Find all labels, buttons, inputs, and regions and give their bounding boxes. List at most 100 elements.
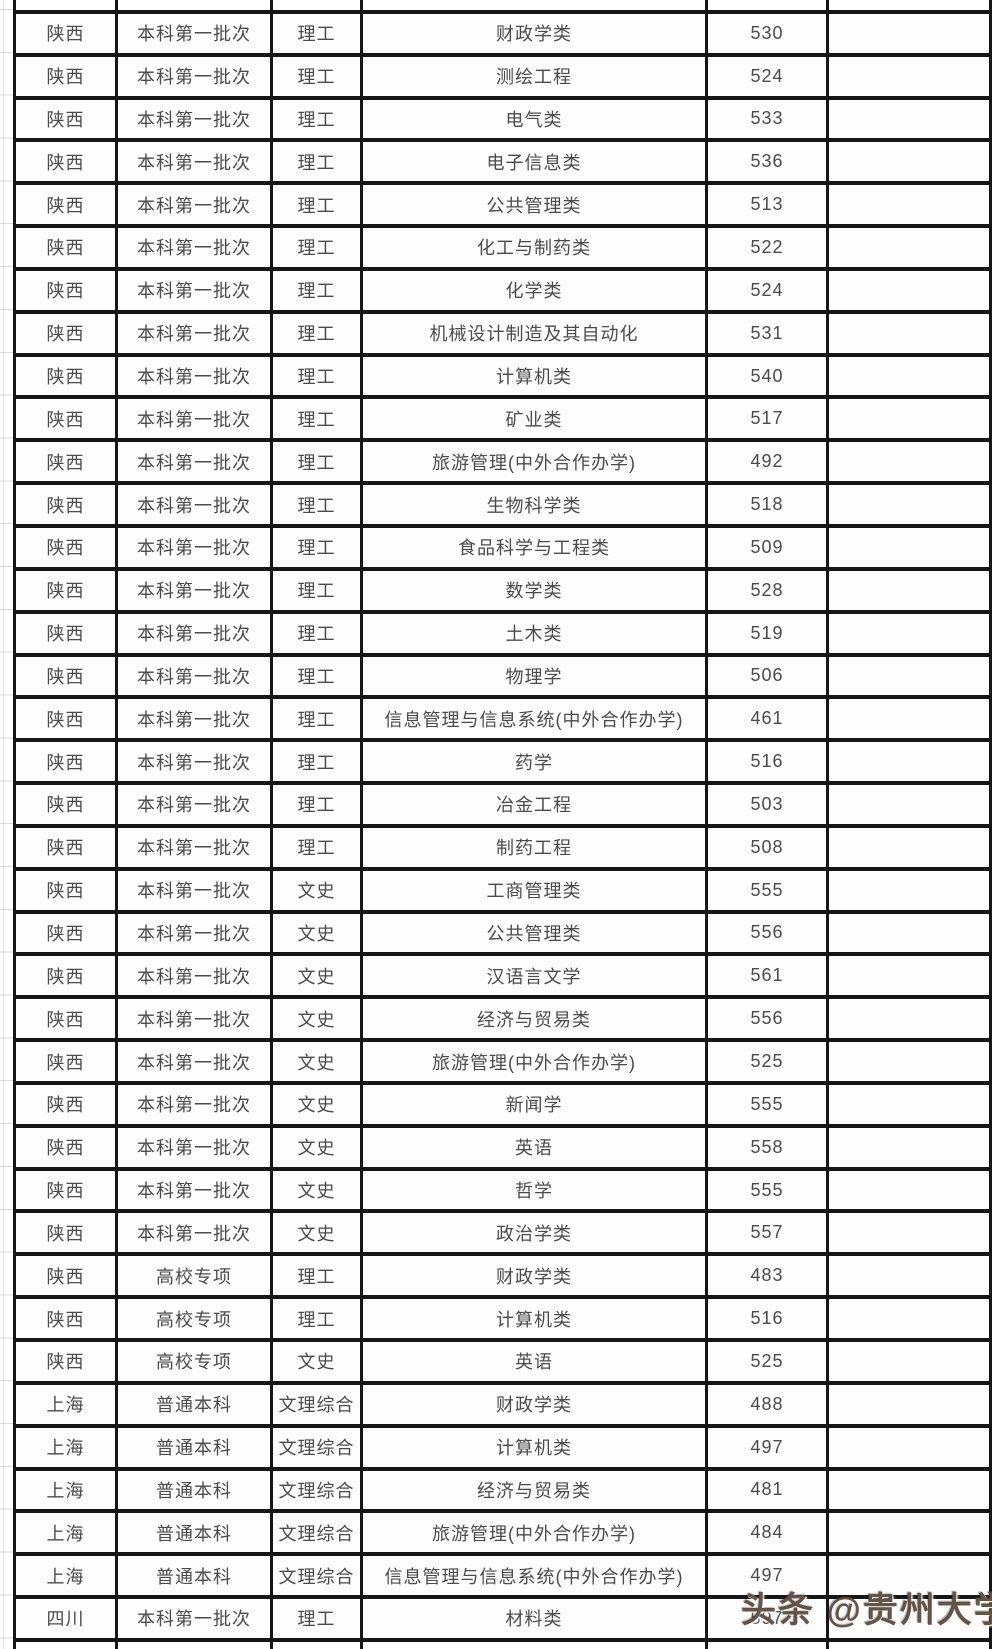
table-row: 上海 普通本科 文理综合 旅游管理(中外合作办学) 484: [13, 1509, 992, 1557]
cell-batch: 普通本科: [115, 1380, 273, 1428]
cell-note: [826, 181, 992, 229]
cell-note: [826, 309, 992, 357]
table-row: 陕西 本科第一批次 文史 英语 558: [13, 1123, 992, 1171]
cell-major: 经济与贸易类: [360, 995, 708, 1043]
cell-major: 旅游管理(中外合作办学): [360, 1509, 708, 1557]
cell-score: 540: [705, 352, 829, 400]
table-row: 陕西 高校专项 理工 财政学类 483: [13, 1252, 992, 1300]
admission-scores-table-wrap: 陕西 本科第一批次 理工 财政学类 530 陕西 本科第一批次 理工 测绘工程 …: [13, 0, 992, 1649]
cell-note: [826, 481, 992, 528]
partial-cell: [13, 1637, 118, 1649]
cell-major: 英语: [360, 1338, 708, 1385]
cell-major: 财政学类: [360, 9, 708, 57]
cell-note: [826, 909, 992, 957]
table-row: 陕西 本科第一批次 理工 测绘工程 524: [13, 52, 992, 100]
cell-subject-type: 文史: [270, 952, 363, 1000]
cell-province: 陕西: [13, 866, 118, 914]
cell-subject-type: 文史: [270, 1080, 363, 1128]
cell-note: [826, 1123, 992, 1171]
cell-note: [826, 1080, 992, 1128]
table-row: 陕西 本科第一批次 理工 冶金工程 503: [13, 781, 992, 828]
cell-note: [826, 1466, 992, 1514]
table-row: 陕西 本科第一批次 文史 哲学 555: [13, 1166, 992, 1214]
table-row: 陕西 本科第一批次 文史 经济与贸易类 556: [13, 995, 992, 1043]
cell-subject-type: 理工: [270, 224, 363, 271]
cell-batch: 本科第一批次: [115, 1123, 273, 1171]
cell-batch: 本科第一批次: [115, 95, 273, 143]
cell-note: [826, 438, 992, 486]
cell-batch: 本科第一批次: [115, 566, 273, 614]
cell-subject-type: 文理综合: [270, 1423, 363, 1471]
cell-score: 533: [705, 95, 829, 143]
cell-batch: 本科第一批次: [115, 181, 273, 229]
cell-score: 561: [705, 952, 829, 1000]
cell-batch: 本科第一批次: [115, 995, 273, 1043]
cell-major: 新闻学: [360, 1080, 708, 1128]
table-row: 陕西 高校专项 文史 英语 525: [13, 1338, 992, 1385]
cell-batch: 本科第一批次: [115, 823, 273, 871]
cell-batch: 本科第一批次: [115, 781, 273, 828]
cell-batch: 本科第一批次: [115, 395, 273, 443]
cell-batch: 本科第一批次: [115, 695, 273, 743]
table-row: 陕西 本科第一批次 理工 生物科学类 518: [13, 481, 992, 528]
cell-batch: 本科第一批次: [115, 438, 273, 486]
cell-province: 陕西: [13, 352, 118, 400]
cell-note: [826, 823, 992, 871]
cell-province: 陕西: [13, 995, 118, 1043]
cell-note: [826, 1295, 992, 1342]
cell-province: 陕西: [13, 1295, 118, 1342]
cell-major: 计算机类: [360, 1295, 708, 1342]
cell-score: 503: [705, 781, 829, 828]
cell-province: 陕西: [13, 9, 118, 57]
cell-note: [826, 738, 992, 786]
cell-score: 516: [705, 1295, 829, 1342]
cell-score: 488: [705, 1380, 829, 1428]
partial-cell: [115, 0, 273, 14]
cell-major: 信息管理与信息系统(中外合作办学): [360, 1552, 708, 1600]
cell-subject-type: 理工: [270, 309, 363, 357]
cell-batch: 本科第一批次: [115, 866, 273, 914]
cell-major: 化工与制药类: [360, 224, 708, 271]
cell-subject-type: 文史: [270, 1338, 363, 1385]
partial-cell: [13, 0, 118, 14]
cell-batch: 本科第一批次: [115, 609, 273, 657]
cell-batch: 本科第一批次: [115, 52, 273, 100]
cell-province: 陕西: [13, 523, 118, 571]
cell-major: 旅游管理(中外合作办学): [360, 1038, 708, 1085]
cell-batch: 普通本科: [115, 1423, 273, 1471]
partial-cell: [270, 1637, 363, 1649]
cell-subject-type: 文史: [270, 1209, 363, 1257]
table-row: 陕西 本科第一批次 文史 汉语言文学 561: [13, 952, 992, 1000]
cell-batch: 本科第一批次: [115, 1595, 273, 1642]
cell-subject-type: 文史: [270, 1166, 363, 1214]
cell-province: 陕西: [13, 909, 118, 957]
table-row: 陕西 本科第一批次 理工 化工与制药类 522: [13, 224, 992, 271]
cell-subject-type: 理工: [270, 738, 363, 786]
cell-province: 陕西: [13, 95, 118, 143]
cell-major: 生物科学类: [360, 481, 708, 528]
table-row: 上海 普通本科 文理综合 财政学类 488: [13, 1380, 992, 1428]
cell-major: 土木类: [360, 609, 708, 657]
cell-batch: 高校专项: [115, 1252, 273, 1300]
cell-major: 计算机类: [360, 352, 708, 400]
table-row: 陕西 本科第一批次 文史 旅游管理(中外合作办学) 525: [13, 1038, 992, 1085]
cell-score: 484: [705, 1509, 829, 1557]
partial-cell: [115, 1637, 273, 1649]
cell-batch: 普通本科: [115, 1509, 273, 1557]
cell-province: 四川: [13, 1595, 118, 1642]
cell-province: 上海: [13, 1380, 118, 1428]
cell-note: [826, 1423, 992, 1471]
cell-score: 524: [705, 52, 829, 100]
cell-province: 陕西: [13, 1123, 118, 1171]
cell-major: 材料类: [360, 1595, 708, 1642]
cell-province: 陕西: [13, 481, 118, 528]
partial-cell: [705, 0, 829, 14]
cell-province: 上海: [13, 1466, 118, 1514]
cell-score: 518: [705, 481, 829, 528]
cell-subject-type: 理工: [270, 609, 363, 657]
table-row: 四川 本科第一批次 理工 材料类 597: [13, 1595, 992, 1642]
cell-province: 陕西: [13, 52, 118, 100]
cell-province: 陕西: [13, 1038, 118, 1085]
cell-subject-type: 理工: [270, 95, 363, 143]
